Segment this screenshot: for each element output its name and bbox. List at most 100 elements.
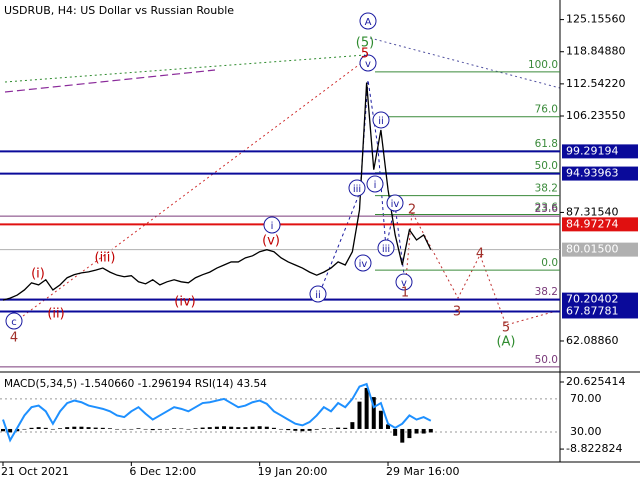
wave-label: 1 — [401, 286, 409, 301]
wave-label: (v) — [262, 234, 280, 249]
wave-label: 4 — [10, 331, 18, 346]
macd-bar — [100, 427, 105, 429]
macd-bar — [357, 401, 362, 429]
macd-bar — [414, 428, 419, 434]
wave-label: (i) — [31, 267, 45, 282]
macd-bar — [214, 426, 219, 429]
macd-bar — [271, 427, 276, 429]
macd-bar — [58, 428, 63, 429]
level-label: 70.20402 — [566, 293, 619, 306]
fib-label: 23.6 — [535, 203, 559, 215]
wave-circle — [348, 179, 366, 197]
macd-bar — [250, 426, 255, 429]
wave-label: c — [11, 317, 17, 328]
macd-bar — [307, 428, 312, 431]
macd-bar — [421, 428, 426, 434]
wave-label: (5) — [356, 36, 374, 51]
rsi-line — [2, 382, 432, 443]
fib-label: 50.0 — [535, 354, 558, 366]
wave-label: (iii) — [95, 251, 116, 266]
level-box — [562, 292, 638, 307]
macd-bar — [157, 428, 162, 430]
y-tick-label: 125.15560 — [566, 13, 626, 26]
fib-label: 61.8 — [535, 138, 558, 150]
wave-label: iii — [382, 244, 390, 255]
wave-label: ii — [315, 290, 321, 301]
macd-bar — [22, 428, 27, 430]
macd-bar — [314, 428, 319, 430]
macd-bar — [200, 427, 205, 429]
macd-bar — [43, 427, 48, 429]
fib-label: 76.0 — [535, 104, 558, 116]
indicator-title: MACD(5,34,5) -1.540660 -1.296194 RSI(14)… — [4, 378, 267, 390]
macd-bar — [350, 422, 355, 429]
macd-bar — [29, 427, 34, 429]
y2-tick-label: 30.00 — [570, 425, 602, 438]
macd-bar — [72, 426, 77, 429]
macd-bar — [378, 410, 383, 429]
y-tick-label: 118.84880 — [566, 45, 626, 58]
fib-label: 23.6 — [535, 202, 559, 214]
x-tick-label: 6 Dec 12:00 — [129, 465, 196, 478]
fib-label: 100.0 — [528, 59, 558, 71]
level-label: 94.93963 — [566, 167, 619, 180]
macd-bar — [129, 428, 134, 430]
macd-bar — [343, 427, 348, 429]
level-box — [562, 304, 638, 319]
macd-bar — [136, 428, 141, 429]
level-label: 67.87781 — [566, 304, 619, 317]
macd-bar — [186, 428, 191, 430]
macd-bar — [243, 427, 248, 429]
macd-bar — [1, 428, 5, 432]
y-tick-label: 87.31540 — [566, 205, 619, 218]
wave-label: (iv) — [174, 295, 195, 310]
macd-bar — [279, 428, 284, 430]
wave-circle — [354, 254, 372, 272]
y2-tick-label: 70.00 — [570, 392, 602, 405]
macd-bar — [386, 424, 391, 429]
macd-bar — [286, 428, 291, 431]
x-tick-label: 21 Oct 2021 — [1, 465, 69, 478]
macd-bar — [179, 428, 184, 430]
macd-bar — [364, 387, 369, 429]
wave-circle — [366, 175, 384, 193]
macd-bar — [164, 428, 169, 430]
macd-bar — [50, 428, 55, 430]
price-line — [2, 82, 432, 301]
macd-bar — [193, 428, 198, 429]
macd-bar — [86, 427, 91, 429]
x-tick-label: 29 Mar 16:00 — [386, 465, 459, 478]
wave-label: i — [374, 180, 377, 191]
wave-label: v — [401, 278, 407, 289]
macd-bar — [36, 427, 41, 429]
macd-bar — [400, 428, 405, 443]
wave-circle — [359, 12, 377, 30]
macd-bar — [371, 397, 376, 429]
macd-bar — [8, 428, 13, 433]
wave-label: iii — [353, 184, 361, 195]
fib-label: 0.0 — [541, 257, 558, 269]
fib-label: 38.2 — [535, 286, 558, 298]
macd-bar — [79, 426, 84, 429]
wave-label: iv — [391, 199, 400, 210]
wave-circle — [5, 312, 23, 330]
macd-bar — [65, 427, 70, 429]
y-tick-label: 112.54220 — [566, 77, 626, 90]
wave-circle — [395, 273, 413, 291]
trend-line — [4, 69, 216, 93]
macd-bar — [257, 426, 262, 429]
macd-bar — [107, 428, 112, 429]
wave-label: 2 — [408, 203, 416, 218]
macd-bar — [143, 428, 148, 430]
wave-circle — [359, 54, 377, 72]
macd-bar — [336, 427, 341, 429]
trend-line — [4, 54, 366, 83]
level-box — [562, 166, 638, 181]
macd-bar — [115, 428, 120, 430]
level-box — [562, 144, 638, 159]
y-tick-label: 20.625414 — [566, 375, 626, 388]
wave-circle — [263, 216, 281, 234]
wave-circle — [377, 239, 395, 257]
macd-bar — [236, 427, 241, 429]
